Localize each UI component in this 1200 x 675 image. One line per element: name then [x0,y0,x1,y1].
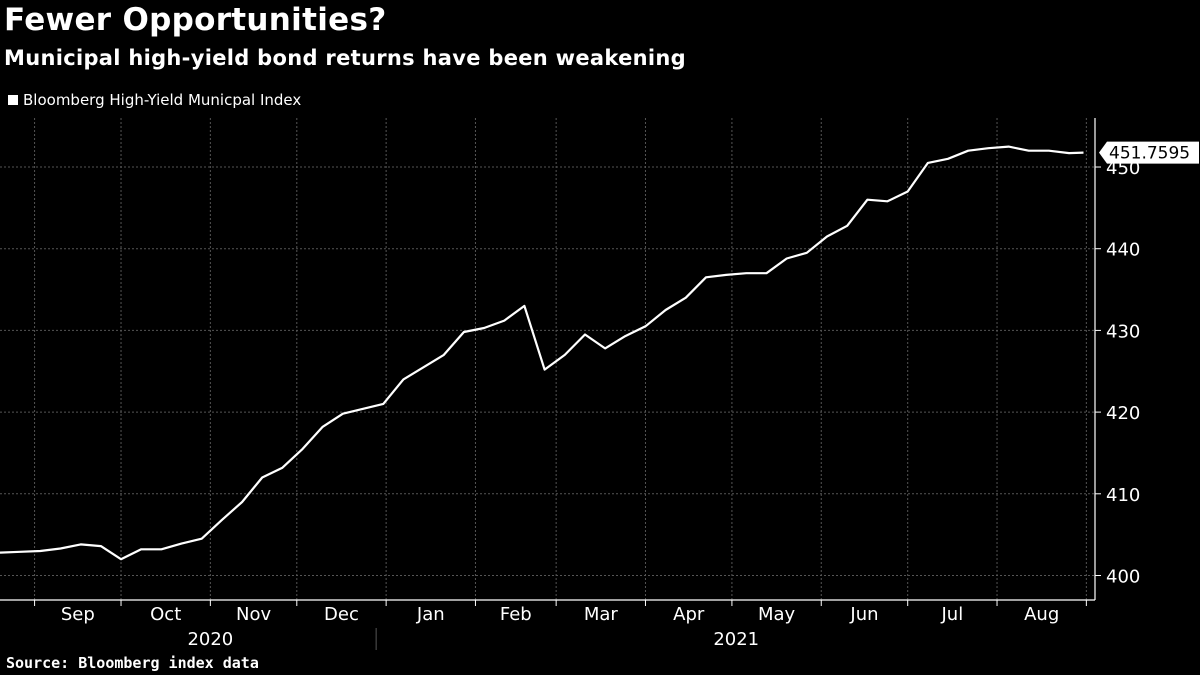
x-tick-label: Sep [61,604,95,625]
x-tick-label: Nov [236,604,271,625]
x-tick-label: Aug [1024,604,1059,625]
legend-swatch-icon [8,95,18,105]
x-tick-label: Apr [673,604,705,625]
chart-subtitle: Municipal high-yield bond returns have b… [4,46,686,70]
y-tick-label: 430 [1106,321,1140,342]
last-value-label: 451.7595 [1109,144,1190,164]
x-tick-label: Jun [849,604,878,625]
x-tick-label: Jul [941,604,964,625]
y-tick-label: 440 [1106,240,1140,261]
last-value-callout [1099,141,1199,164]
y-tick-label: 420 [1106,403,1140,424]
y-tick-label: 410 [1106,485,1140,506]
x-year-label: 2020 [187,629,233,650]
y-tick-label: 400 [1106,566,1140,587]
x-tick-label: Mar [584,604,619,625]
legend: Bloomberg High-Yield Municpal Index [8,91,301,109]
source-note: Source: Bloomberg index data [6,654,259,672]
legend-label: Bloomberg High-Yield Municpal Index [23,91,302,109]
x-tick-label: May [758,604,796,625]
x-year-label: 2021 [713,629,759,650]
chart-title: Fewer Opportunities? [4,2,387,38]
x-tick-label: Dec [324,604,359,625]
x-tick-label: Oct [150,604,181,625]
series-line [0,145,1084,561]
x-tick-label: Feb [500,604,532,625]
x-tick-label: Jan [416,604,445,625]
